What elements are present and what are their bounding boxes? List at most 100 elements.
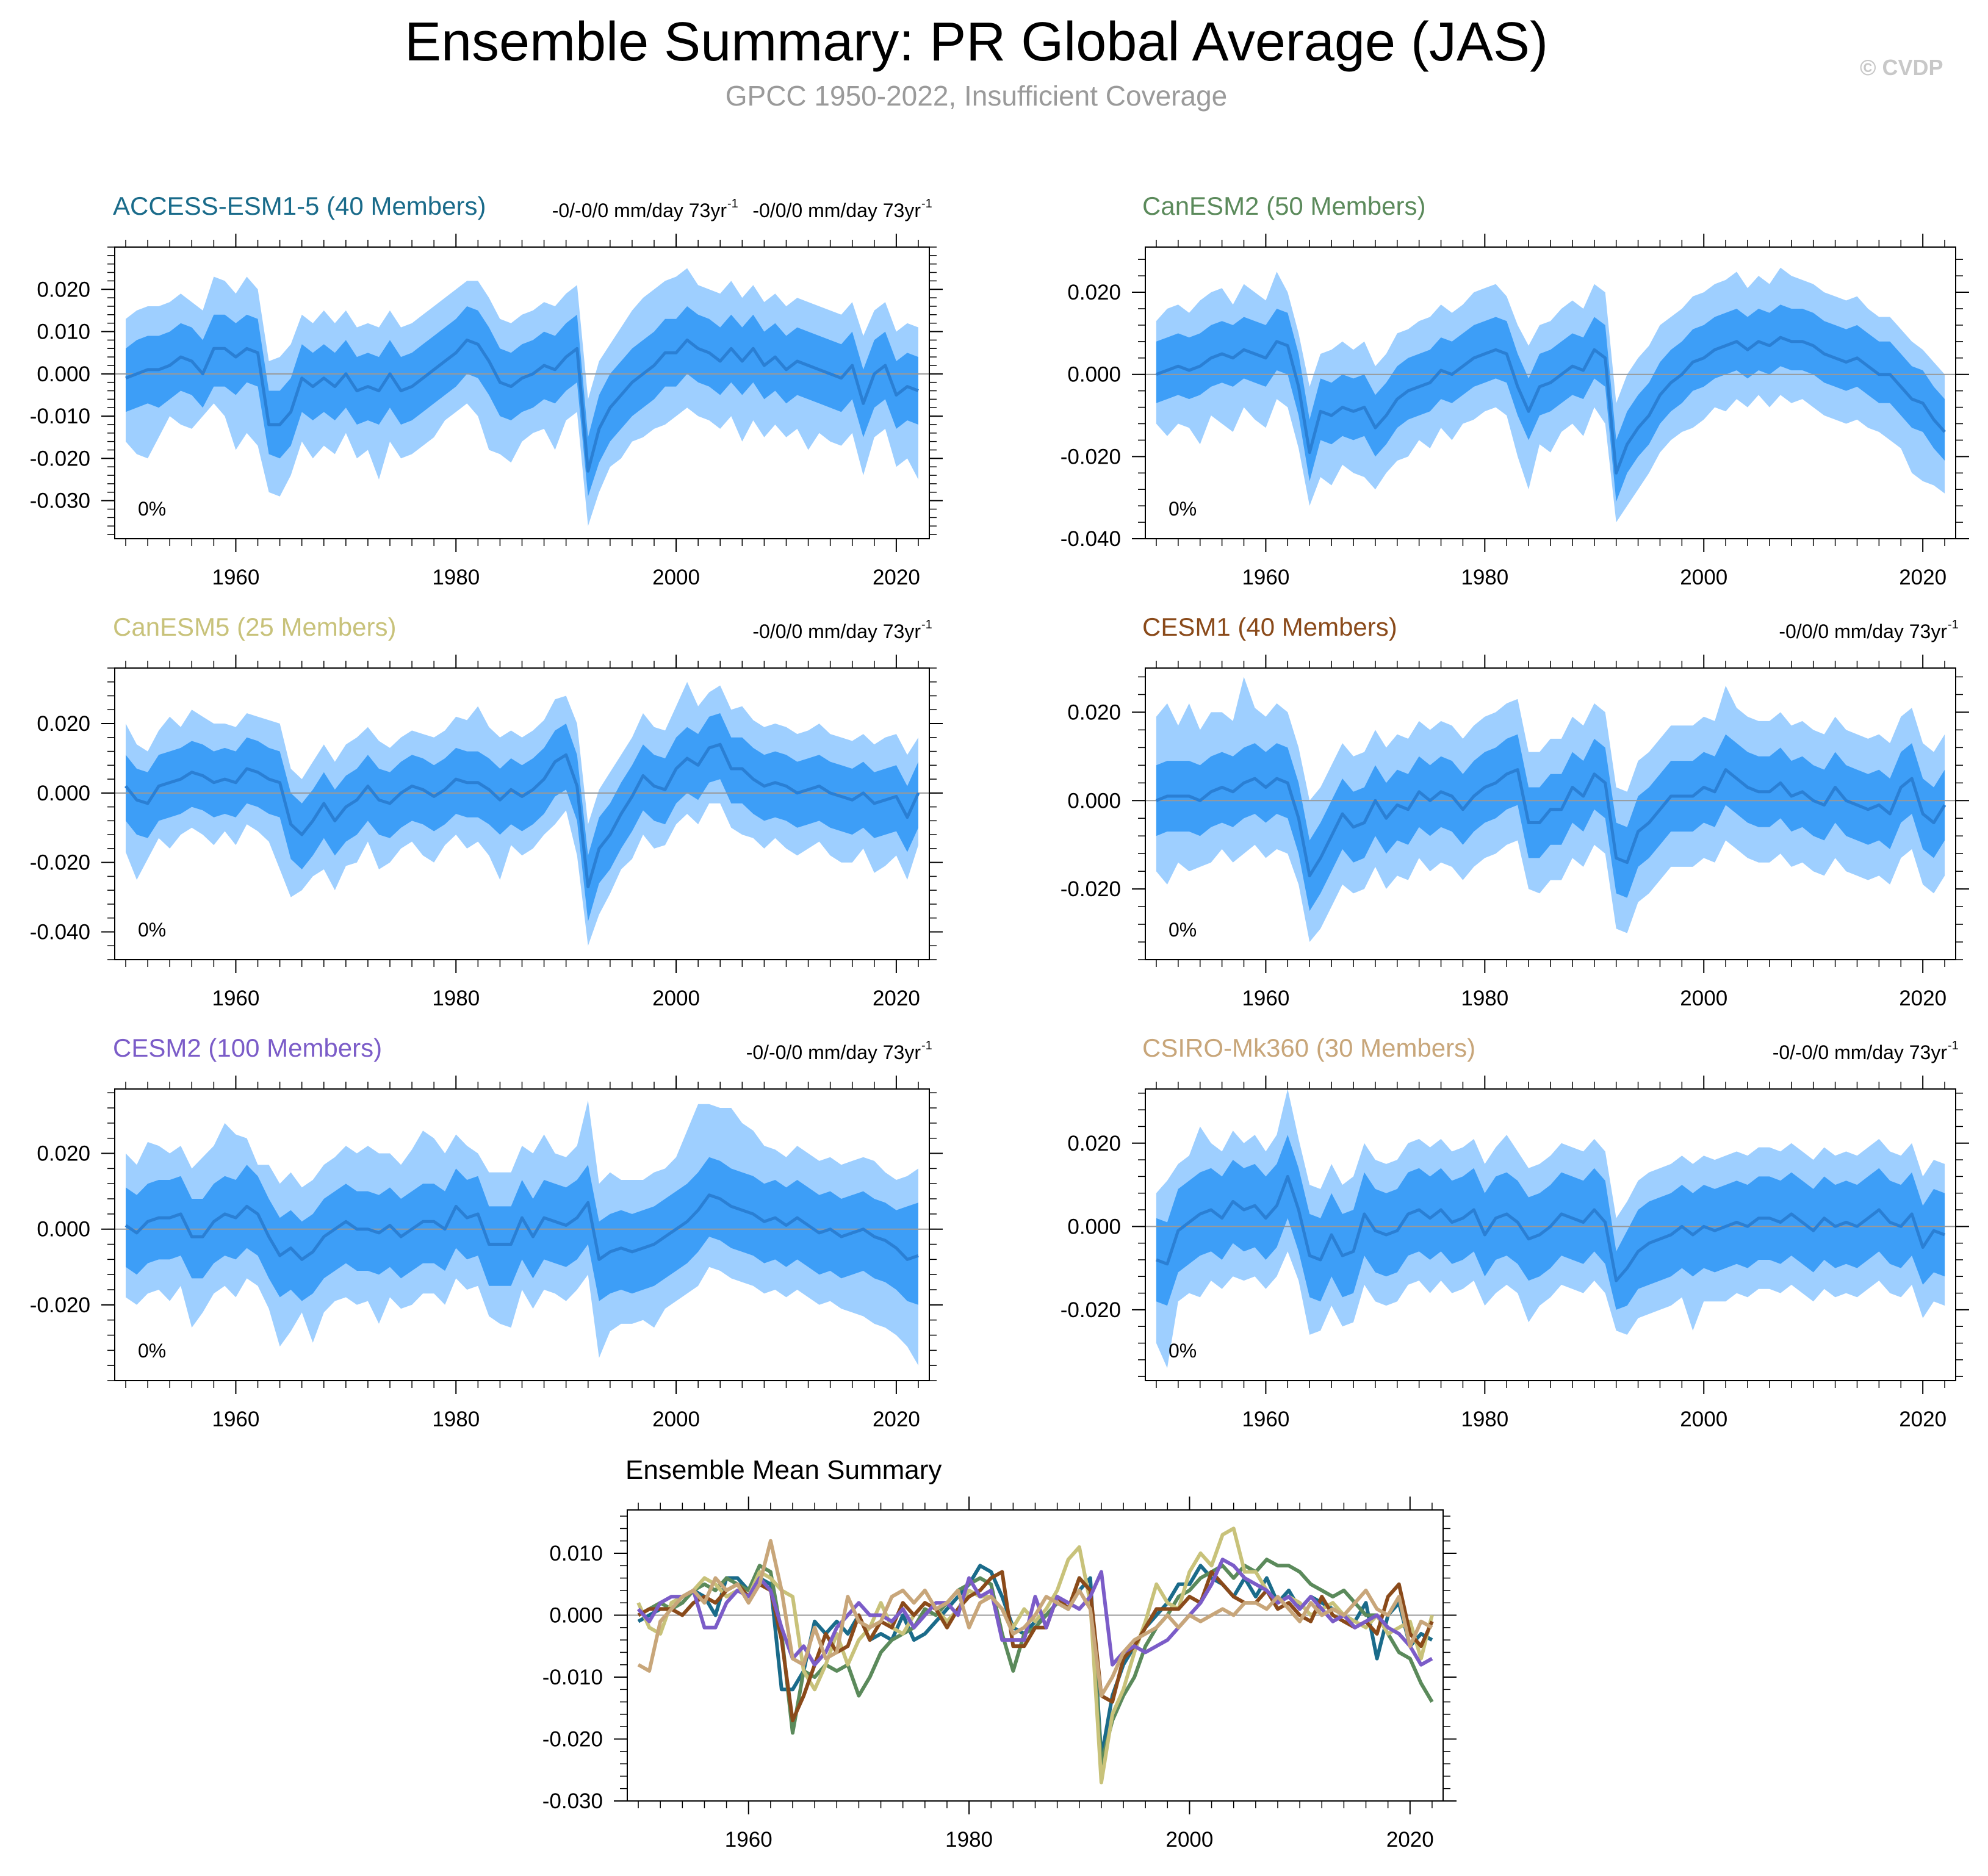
x-tick-label: 2000: [1680, 566, 1727, 589]
inner-band: [126, 713, 918, 922]
x-tick-label: 1960: [212, 566, 260, 589]
trend-exponent: -1: [921, 618, 932, 631]
summary-plot-area: [627, 1526, 1443, 1784]
y-tick-label: -0.020: [1061, 1298, 1121, 1322]
x-tick-label: 2020: [873, 987, 920, 1010]
panel-title: CanESM5 (25 Members): [113, 613, 396, 641]
x-tick-label: 2020: [873, 566, 920, 589]
summary-line-csiro-mk360: [637, 1539, 1433, 1698]
trend-label: -0/0/0 mm/day 73yr: [752, 620, 921, 642]
y-tick-label: 0.010: [549, 1542, 603, 1565]
y-tick-label: 0.000: [1067, 1215, 1121, 1238]
x-tick-label: 2020: [873, 1407, 920, 1431]
ensemble-mean-line: [1155, 768, 1947, 877]
panel-title: CESM1 (40 Members): [1142, 613, 1397, 641]
summary-line-cesm1: [637, 1570, 1434, 1723]
y-tick-label: 0.020: [1067, 281, 1121, 304]
y-tick-label: -0.020: [1061, 877, 1121, 901]
trend-exponent: -1: [1948, 618, 1959, 631]
y-tick-label: 0.000: [37, 362, 90, 386]
percent-label: 0%: [1169, 498, 1197, 520]
trend-exponent: -1: [1948, 1039, 1959, 1052]
inner-band: [1156, 304, 1945, 502]
inner-band: [1156, 1135, 1945, 1310]
y-tick-label: 0.020: [37, 278, 90, 301]
trend-exponent: -1: [727, 197, 738, 210]
x-tick-label: 2000: [1680, 987, 1727, 1010]
x-tick-label: 1960: [1242, 987, 1289, 1010]
inner-band: [126, 306, 918, 497]
x-tick-label: 1960: [1242, 1407, 1289, 1431]
subtitle: GPCC 1950-2022, Insufficient Coverage: [725, 80, 1228, 112]
y-tick-label: -0.020: [542, 1728, 603, 1752]
y-tick-label: 0.020: [37, 1142, 90, 1166]
summary-line-cesm2: [636, 1558, 1433, 1667]
y-tick-label: 0.000: [1067, 789, 1121, 813]
x-tick-label: 1980: [1461, 987, 1508, 1010]
trend-label: -0/0/0 mm/day 73yr: [1779, 620, 1947, 642]
plot-area: [115, 1100, 929, 1366]
panel-title: ACCESS-ESM1-5 (40 Members): [113, 192, 486, 220]
x-tick-label: 2020: [1386, 1828, 1434, 1852]
percent-label: 0%: [1169, 1340, 1197, 1362]
x-tick-label: 1980: [432, 566, 480, 589]
y-tick-label: -0.040: [30, 920, 90, 944]
panel-title: CSIRO-Mk360 (30 Members): [1142, 1033, 1475, 1062]
trend-exponent: -1: [921, 1039, 932, 1052]
plot-area: [115, 268, 929, 527]
trend-label: -0/-0/0 mm/day 73yr: [746, 1041, 921, 1063]
ensemble-mean-line: [1156, 336, 1946, 475]
panel-csiro-mk360: 0.020 0.000 -0.020 1960 1980 2000 2020 CSIRO-Mk…: [1061, 1033, 1969, 1431]
y-tick-label: 0.000: [549, 1604, 603, 1628]
y-tick-label: -0.020: [1061, 445, 1121, 469]
x-tick-label: 1960: [212, 987, 260, 1010]
trend-exponent: -1: [921, 197, 932, 210]
x-tick-label: 1960: [1242, 566, 1289, 589]
panel-cesm2: 0.020 0.000 -0.020 1960 1980 2000 2020 CESM2 (1…: [30, 1033, 943, 1431]
x-tick-label: 1980: [1461, 1407, 1508, 1431]
percent-label: 0%: [138, 498, 166, 520]
inner-band: [126, 1157, 918, 1305]
plot-area: [1145, 1089, 1956, 1368]
inner-band: [1156, 734, 1945, 911]
x-tick-label: 1960: [212, 1407, 260, 1431]
percent-label: 0%: [138, 919, 166, 941]
summary-title: Ensemble Mean Summary: [625, 1455, 942, 1485]
y-tick-label: 0.010: [37, 320, 90, 344]
panel-title: CanESM2 (50 Members): [1142, 192, 1425, 220]
y-tick-label: -0.030: [542, 1789, 603, 1813]
x-tick-label: 2000: [652, 987, 700, 1010]
ensemble-mean-summary: 0.010 0.000 -0.010 -0.020 -0.030 1960 1980 2000…: [542, 1455, 1457, 1852]
y-tick-label: -0.020: [30, 447, 90, 470]
y-tick-label: -0.010: [542, 1666, 603, 1689]
x-tick-label: 2000: [1166, 1828, 1214, 1852]
ensemble-mean-line: [1156, 1174, 1945, 1282]
x-tick-label: 2020: [1899, 1407, 1947, 1431]
x-tick-label: 1980: [1461, 566, 1508, 589]
main-title: Ensemble Summary: PR Global Average (JAS…: [404, 12, 1549, 73]
x-tick-label: 2000: [652, 566, 700, 589]
x-tick-label: 1960: [725, 1828, 773, 1852]
plot-frame: [627, 1509, 1444, 1802]
panel-title: CESM2 (100 Members): [113, 1033, 382, 1062]
plot-area: [1145, 677, 1956, 942]
x-tick-label: 2000: [652, 1407, 700, 1431]
panel-access-esm1-5: 0.020 0.010 0.000 -0.010 -0.020 -0.030 1960 198…: [30, 192, 943, 589]
panel-canesm2: 0.020 0.000 -0.020 -0.040 1960 1980 2000 2020 Ca…: [552, 192, 1969, 589]
y-tick-label: -0.020: [30, 851, 90, 875]
x-tick-label: 2000: [1680, 1407, 1727, 1431]
y-tick-label: 0.020: [1067, 1132, 1121, 1155]
trend-label: -0/0/0 mm/day 73yr: [752, 199, 921, 221]
trend-label: -0/-0/0 mm/day 73yr: [1773, 1041, 1948, 1063]
ensemble-mean-line: [124, 742, 920, 888]
summary-line-canesm5: [636, 1526, 1434, 1784]
y-tick-label: 0.020: [37, 712, 90, 736]
panel-canesm5: 0.020 0.000 -0.020 -0.040 1960 1980 2000 2020 Ca…: [30, 613, 943, 1010]
panel-cesm1: 0.020 0.000 -0.020 1960 1980 2000 2020 CESM1 (4…: [1061, 613, 1969, 1010]
y-tick-label: -0.010: [30, 404, 90, 428]
plot-area: [115, 681, 929, 946]
x-tick-label: 1980: [945, 1828, 993, 1852]
y-tick-label: 0.020: [1067, 700, 1121, 724]
x-tick-label: 1980: [432, 1407, 480, 1431]
